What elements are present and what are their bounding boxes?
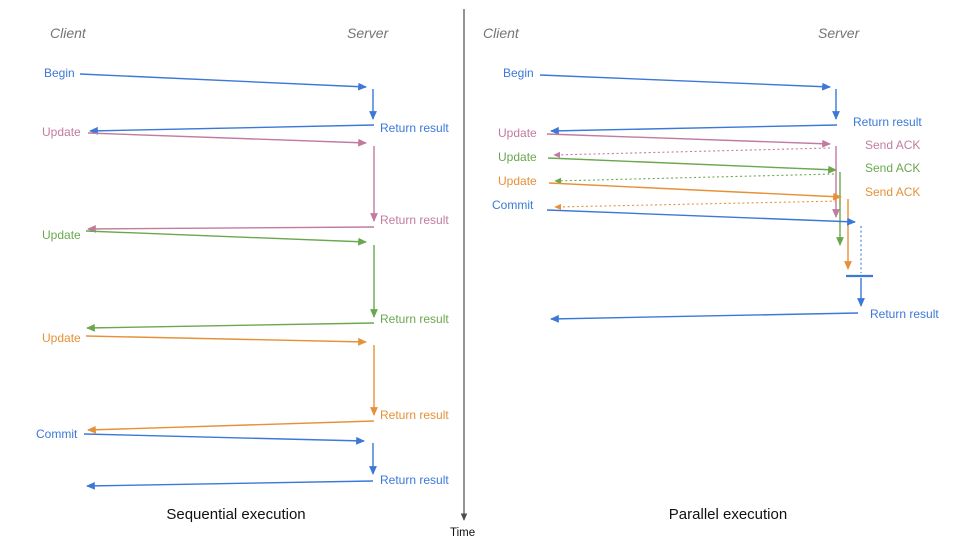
seq-commit-flow	[83, 433, 377, 490]
par-caption: Parallel execution	[669, 506, 787, 523]
seq-update2-label: Update	[42, 228, 81, 242]
par-commit-request-arrow	[546, 209, 856, 226]
par-begin-flow	[539, 74, 840, 135]
seq-update3-request-arrow	[85, 335, 367, 346]
par-update1-flow	[546, 133, 840, 218]
seq-commit-request-arrow	[83, 433, 365, 445]
par-update3-label: Update	[498, 174, 537, 188]
par-update1-ack-label: Send ACK	[865, 138, 920, 152]
seq-begin-return-arrow	[89, 124, 375, 135]
time-axis-label: Time	[450, 527, 475, 539]
par-update2-ack-label: Send ACK	[865, 161, 920, 175]
par-update3-ack-label: Send ACK	[865, 185, 920, 199]
seq-commit-result-label: Return result	[380, 473, 449, 487]
par-update3-ack-arrow	[554, 200, 842, 210]
seq-update3-flow	[85, 335, 378, 434]
par-begin-label: Begin	[503, 66, 534, 80]
par-update1-request-arrow	[546, 133, 831, 148]
seq-begin-result-label: Return result	[380, 121, 449, 135]
seq-update1-result-label: Return result	[380, 213, 449, 227]
seq-begin-flow	[79, 73, 377, 135]
seq-update3-result-label: Return result	[380, 408, 449, 422]
seq-update3-return-arrow	[87, 420, 375, 434]
seq-update1-label: Update	[42, 125, 81, 139]
seq-update1-request-arrow	[87, 132, 367, 147]
par-update3-request-arrow	[548, 182, 842, 201]
par-update2-label: Update	[498, 150, 537, 164]
par-server-header: Server	[818, 25, 861, 41]
par-commit-label: Commit	[492, 198, 534, 212]
par-update2-flow	[547, 157, 844, 246]
seq-caption: Sequential execution	[166, 506, 305, 523]
seq-commit-return-arrow	[86, 480, 374, 490]
par-update2-request-arrow	[547, 157, 837, 174]
par-begin-request-arrow	[539, 74, 831, 91]
par-update2-ack-arrow	[554, 173, 835, 184]
par-client-header: Client	[483, 25, 520, 41]
seq-begin-request-arrow	[79, 73, 367, 91]
seq-server-header: Server	[347, 25, 390, 41]
par-update3-flow	[548, 182, 852, 270]
seq-update2-result-label: Return result	[380, 312, 449, 326]
seq-update1-flow	[87, 132, 378, 233]
par-commit-return-arrow	[550, 312, 859, 323]
seq-update1-return-arrow	[87, 225, 375, 233]
par-begin-result-label: Return result	[853, 115, 922, 129]
par-commit-result-label: Return result	[870, 307, 939, 321]
seq-begin-label: Begin	[44, 66, 75, 80]
seq-update2-return-arrow	[86, 322, 375, 332]
seq-update2-flow	[85, 230, 378, 332]
seq-update2-request-arrow	[85, 230, 367, 246]
par-update1-label: Update	[498, 126, 537, 140]
par-commit-flow	[546, 209, 873, 323]
seq-update3-label: Update	[42, 331, 81, 345]
par-update1-ack-arrow	[553, 147, 831, 158]
par-begin-return-arrow	[550, 124, 838, 135]
seq-client-header: Client	[50, 25, 87, 41]
seq-commit-label: Commit	[36, 427, 78, 441]
